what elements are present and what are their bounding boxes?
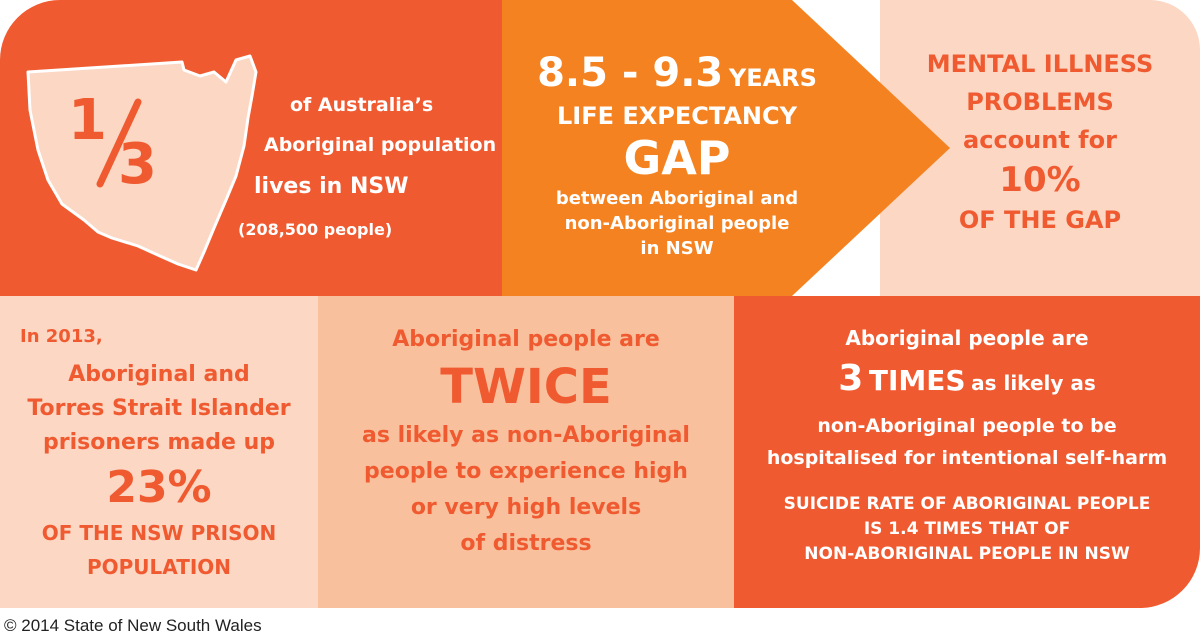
mental-line-2: PROBLEMS [966, 88, 1114, 116]
years-value: 8.5 - 9.3 [537, 50, 724, 96]
prison-line-4: prisoners made up [42, 430, 276, 455]
gap-label: GAP [623, 131, 731, 185]
arrow-shape [502, 0, 950, 296]
suicide-line-3: NON-ABORIGINAL PEOPLE IN NSW [804, 544, 1130, 564]
mental-line-5: OF THE GAP [958, 206, 1122, 234]
panel-population-share: 1 3 of Australia’s Aboriginal population… [0, 0, 502, 296]
mental-percent: 10% [999, 160, 1081, 200]
years-row: 8.5 - 9.3 YEARS [502, 50, 852, 96]
selfharm-as-likely: as likely as [971, 371, 1096, 395]
selfharm-times-row: 3 TIMES as likely as [734, 354, 1200, 410]
selfharm-line-1: Aboriginal people are [845, 326, 1089, 350]
population-line-3: lives in NSW [254, 174, 409, 199]
prison-line-2: Aboriginal and [68, 362, 250, 387]
fraction-numerator: 1 [68, 88, 107, 153]
suicide-line-1: SUICIDE RATE OF ABORIGINAL PEOPLE [783, 494, 1151, 514]
distress-line-1: Aboriginal people are [392, 327, 660, 352]
life-line-4: between Aboriginal and [555, 188, 799, 209]
selfharm-line-4: hospitalised for intentional self-harm [766, 447, 1168, 469]
prison-line-7: POPULATION [86, 555, 232, 579]
fraction-one-third: 1 3 [60, 88, 170, 198]
nsw-map-icon [26, 54, 258, 272]
prison-percent: 23% [106, 462, 212, 513]
fraction-denominator: 3 [118, 132, 157, 197]
life-line-6: in NSW [640, 238, 714, 259]
distress-line-3: as likely as non-Aboriginal [362, 423, 690, 448]
selfharm-number: 3 [838, 358, 864, 399]
prison-line-1: In 2013, [20, 326, 103, 347]
years-unit: YEARS [728, 64, 817, 92]
distress-line-6: of distress [460, 531, 592, 556]
prison-line-3: Torres Strait Islander [27, 396, 291, 421]
panel-life-expectancy: 8.5 - 9.3 YEARS LIFE EXPECTANCY GAP betw… [502, 0, 952, 296]
suicide-line-2: IS 1.4 TIMES THAT OF [863, 519, 1071, 539]
population-line-2: Aboriginal population [264, 134, 497, 156]
life-line-5: non-Aboriginal people [564, 213, 790, 234]
mental-line-3: account for [963, 126, 1117, 154]
copyright-footer: © 2014 State of New South Wales [4, 616, 262, 635]
panel-self-harm: Aboriginal people are 3 TIMES as likely … [734, 296, 1200, 608]
panel-prisoners: In 2013, Aboriginal and Torres Strait Is… [0, 296, 318, 608]
population-line-1: of Australia’s [290, 94, 434, 116]
fraction-slash [96, 98, 142, 188]
selfharm-line-3: non-Aboriginal people to be [817, 415, 1117, 437]
selfharm-times: TIMES [868, 364, 966, 397]
distress-line-5: or very high levels [410, 495, 642, 520]
life-expectancy-label: LIFE EXPECTANCY [556, 102, 798, 130]
distress-twice: TWICE [440, 359, 612, 415]
population-line-4: (208,500 people) [238, 220, 393, 239]
panel-distress: Aboriginal people are TWICE as likely as… [318, 296, 734, 608]
prison-line-6: OF THE NSW PRISON [41, 521, 277, 545]
panel-mental-illness: MENTAL ILLNESS PROBLEMS account for 10% … [880, 0, 1200, 296]
distress-line-4: people to experience high [364, 459, 688, 484]
mental-line-1: MENTAL ILLNESS [926, 50, 1154, 78]
